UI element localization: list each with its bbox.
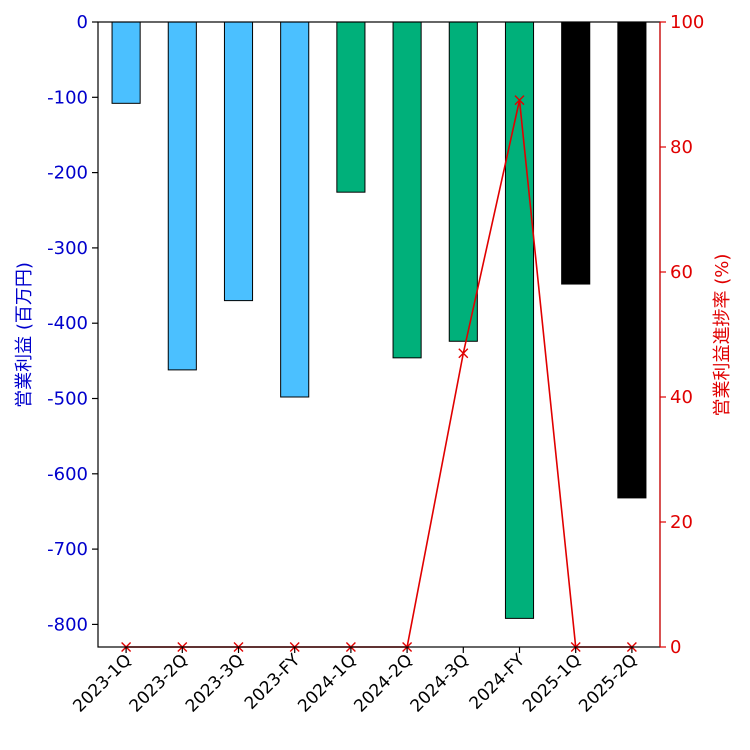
left-axis-ticks: 0 -100 -200 -300 -400 -500 -600 -700 -800 (47, 12, 98, 635)
bar-2024-FY (504, 21, 535, 619)
right-axis-ticks: 0 20 40 60 80 100 (660, 12, 704, 658)
left-tick-label: -300 (47, 238, 88, 259)
bar-2025-2Q (617, 21, 647, 499)
left-axis-label: 営業利益 (百万円) (14, 262, 35, 408)
right-tick-label: 40 (670, 387, 693, 408)
right-tick-label: 100 (670, 12, 704, 33)
left-tick-label: 0 (77, 12, 88, 33)
progress-marker-2024-FY (514, 95, 525, 106)
right-tick-label: 20 (670, 512, 693, 533)
bar-2023-FY (280, 21, 310, 398)
left-tick-label: -700 (47, 539, 88, 560)
bar-2024-3Q (448, 21, 478, 342)
right-tick-label: 0 (670, 637, 681, 658)
bar-2023-2Q (167, 21, 197, 371)
bar-2024-1Q (336, 21, 366, 193)
bar-2024-2Q (392, 21, 422, 359)
left-tick-label: -100 (47, 87, 88, 108)
right-tick-label: 60 (670, 262, 693, 283)
bar-2025-1Q (561, 21, 591, 285)
left-tick-label: -600 (47, 464, 88, 485)
bar-2023-3Q (223, 21, 254, 302)
left-tick-label: -500 (47, 389, 88, 410)
right-tick-label: 80 (670, 137, 693, 158)
right-axis-label: 営業利益進捗率 (%) (712, 254, 733, 417)
left-tick-label: -200 (47, 163, 88, 184)
bar-2023-1Q (111, 21, 141, 104)
left-tick-label: -800 (47, 614, 88, 635)
progress-marker-2024-3Q (458, 348, 469, 359)
left-tick-label: -400 (47, 313, 88, 334)
bar-series (111, 21, 647, 619)
axes (97, 21, 661, 648)
